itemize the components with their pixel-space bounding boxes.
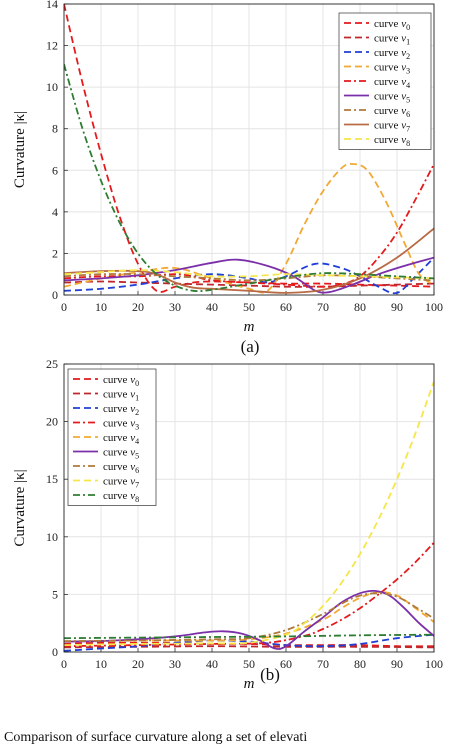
chart-a-legend-label: curve v2: [374, 47, 410, 61]
chart-b-legend-label: curve v2: [103, 403, 139, 417]
chart-a-y-axis-label: Curvature |κ|: [12, 111, 28, 188]
chart-b-y-tick-label: 10: [46, 530, 58, 544]
chart-a-y-tick-label: 12: [46, 39, 58, 53]
chart-a-series-line-7: [64, 227, 434, 294]
chart-a-legend-label: curve v7: [374, 120, 410, 134]
chart-a-y-tick-label: 10: [46, 80, 58, 94]
chart-b-y-tick-label: 25: [46, 357, 58, 371]
chart-b-x-tick-label: 40: [206, 657, 218, 671]
chart-b-series-line-8: [64, 633, 434, 640]
chart-a-x-tick-label: 80: [354, 300, 366, 314]
chart-b-y-tick-label: 15: [46, 472, 58, 486]
chart-a-series-line-2: [64, 256, 434, 295]
chart-b-x-tick-label: 0: [61, 657, 67, 671]
chart-a-y-tick-label: 0: [52, 288, 58, 302]
chart-a-x-tick-label: 0: [61, 300, 67, 314]
chart-b-legend-label: curve v3: [103, 418, 139, 432]
chart-a-axes-frame: [63, 3, 435, 296]
chart-b-legend-label: curve v1: [103, 389, 139, 403]
chart-b-series-line-6: [64, 592, 434, 642]
chart-b-x-tick-label: 50: [243, 657, 255, 671]
chart-b-legend-label: curve v8: [103, 490, 139, 504]
chart-a-legend-label: curve v1: [374, 33, 410, 47]
chart-b-x-tick-label: 100: [425, 657, 443, 671]
chart-a-x-tick-label: 20: [132, 300, 144, 314]
chart-a-x-tick-label: 90: [391, 300, 403, 314]
chart-a-legend-label: curve v0: [374, 18, 410, 32]
chart-b-series-line-3: [64, 541, 434, 648]
chart-b-series-line-7: [64, 380, 434, 646]
figure-caption: Comparison of surface curvature along a …: [4, 730, 307, 745]
chart-b-legend-label: curve v4: [103, 432, 139, 446]
chart-a-series-line-3: [64, 162, 434, 294]
chart-b-x-tick-label: 30: [169, 657, 181, 671]
chart-a-panel-label: (a): [241, 337, 260, 356]
chart-b-series-line-4: [64, 591, 434, 643]
chart-b-legend-label: curve v6: [103, 461, 139, 475]
chart-b-y-tick-label: 5: [52, 587, 58, 601]
chart-a-legend-label: curve v3: [374, 62, 410, 76]
chart-b-x-axis-label: m: [244, 676, 255, 692]
chart-a-series-line-4: [64, 163, 434, 288]
chart-b-x-tick-label: 10: [95, 657, 107, 671]
chart-a-series-line-6: [64, 273, 434, 282]
chart-b-y-tick-label: 20: [46, 415, 58, 429]
chart-b-legend-label: curve v7: [103, 476, 139, 490]
chart-a-x-tick-label: 60: [280, 300, 292, 314]
chart-a-series-line-9: [64, 64, 434, 293]
chart-b-legend-box: [67, 368, 157, 506]
chart-a-y-tick-label: 14: [46, 0, 58, 11]
chart-a-x-tick-label: 10: [95, 300, 107, 314]
chart-a-y-tick-label: 2: [52, 246, 58, 260]
chart-b-x-tick-label: 60: [280, 657, 292, 671]
chart-b-panel-label: (b): [260, 665, 280, 684]
chart-panel-a: 0 10 20 30 40 50 60 70 80 90 100 0 2 4 6 8 10 12 14 m Curvat…: [12, 0, 443, 356]
chart-b-x-tick-label: 90: [391, 657, 403, 671]
chart-b-y-axis-label: Curvature |κ|: [12, 469, 28, 546]
chart-b-axes-frame: [63, 363, 435, 653]
chart-b-legend-label: curve v0: [103, 374, 139, 388]
chart-a-x-tick-label: 50: [243, 300, 255, 314]
chart-a-legend-label: curve v8: [374, 134, 410, 148]
chart-a-x-tick-label: 30: [169, 300, 181, 314]
chart-a-x-axis-label: m: [244, 319, 255, 335]
chart-a-legend-label: curve v6: [374, 105, 410, 119]
chart-b-x-tick-label: 80: [354, 657, 366, 671]
chart-a-x-tick-label: 40: [206, 300, 218, 314]
chart-a-x-tick-label: 100: [425, 300, 443, 314]
chart-a-x-tick-label: 70: [317, 300, 329, 314]
chart-a-y-tick-label: 6: [52, 163, 58, 177]
chart-a-series-line-0: [64, 4, 434, 293]
chart-a-legend-label: curve v5: [374, 91, 410, 105]
chart-b-x-tick-label: 20: [132, 657, 144, 671]
chart-a-y-tick-label: 8: [52, 122, 58, 136]
chart-a-legend-label: curve v4: [374, 76, 410, 90]
chart-b-legend-label: curve v5: [103, 447, 139, 461]
chart-b-y-tick-label: 0: [52, 645, 58, 659]
chart-panel-b: 0 10 20 30 40 50 60 70 80 90 100 0 5 10 15 20 25 m Curvatu…: [12, 357, 443, 692]
chart-a-y-tick-label: 4: [52, 205, 58, 219]
chart-b-x-tick-label: 70: [317, 657, 329, 671]
